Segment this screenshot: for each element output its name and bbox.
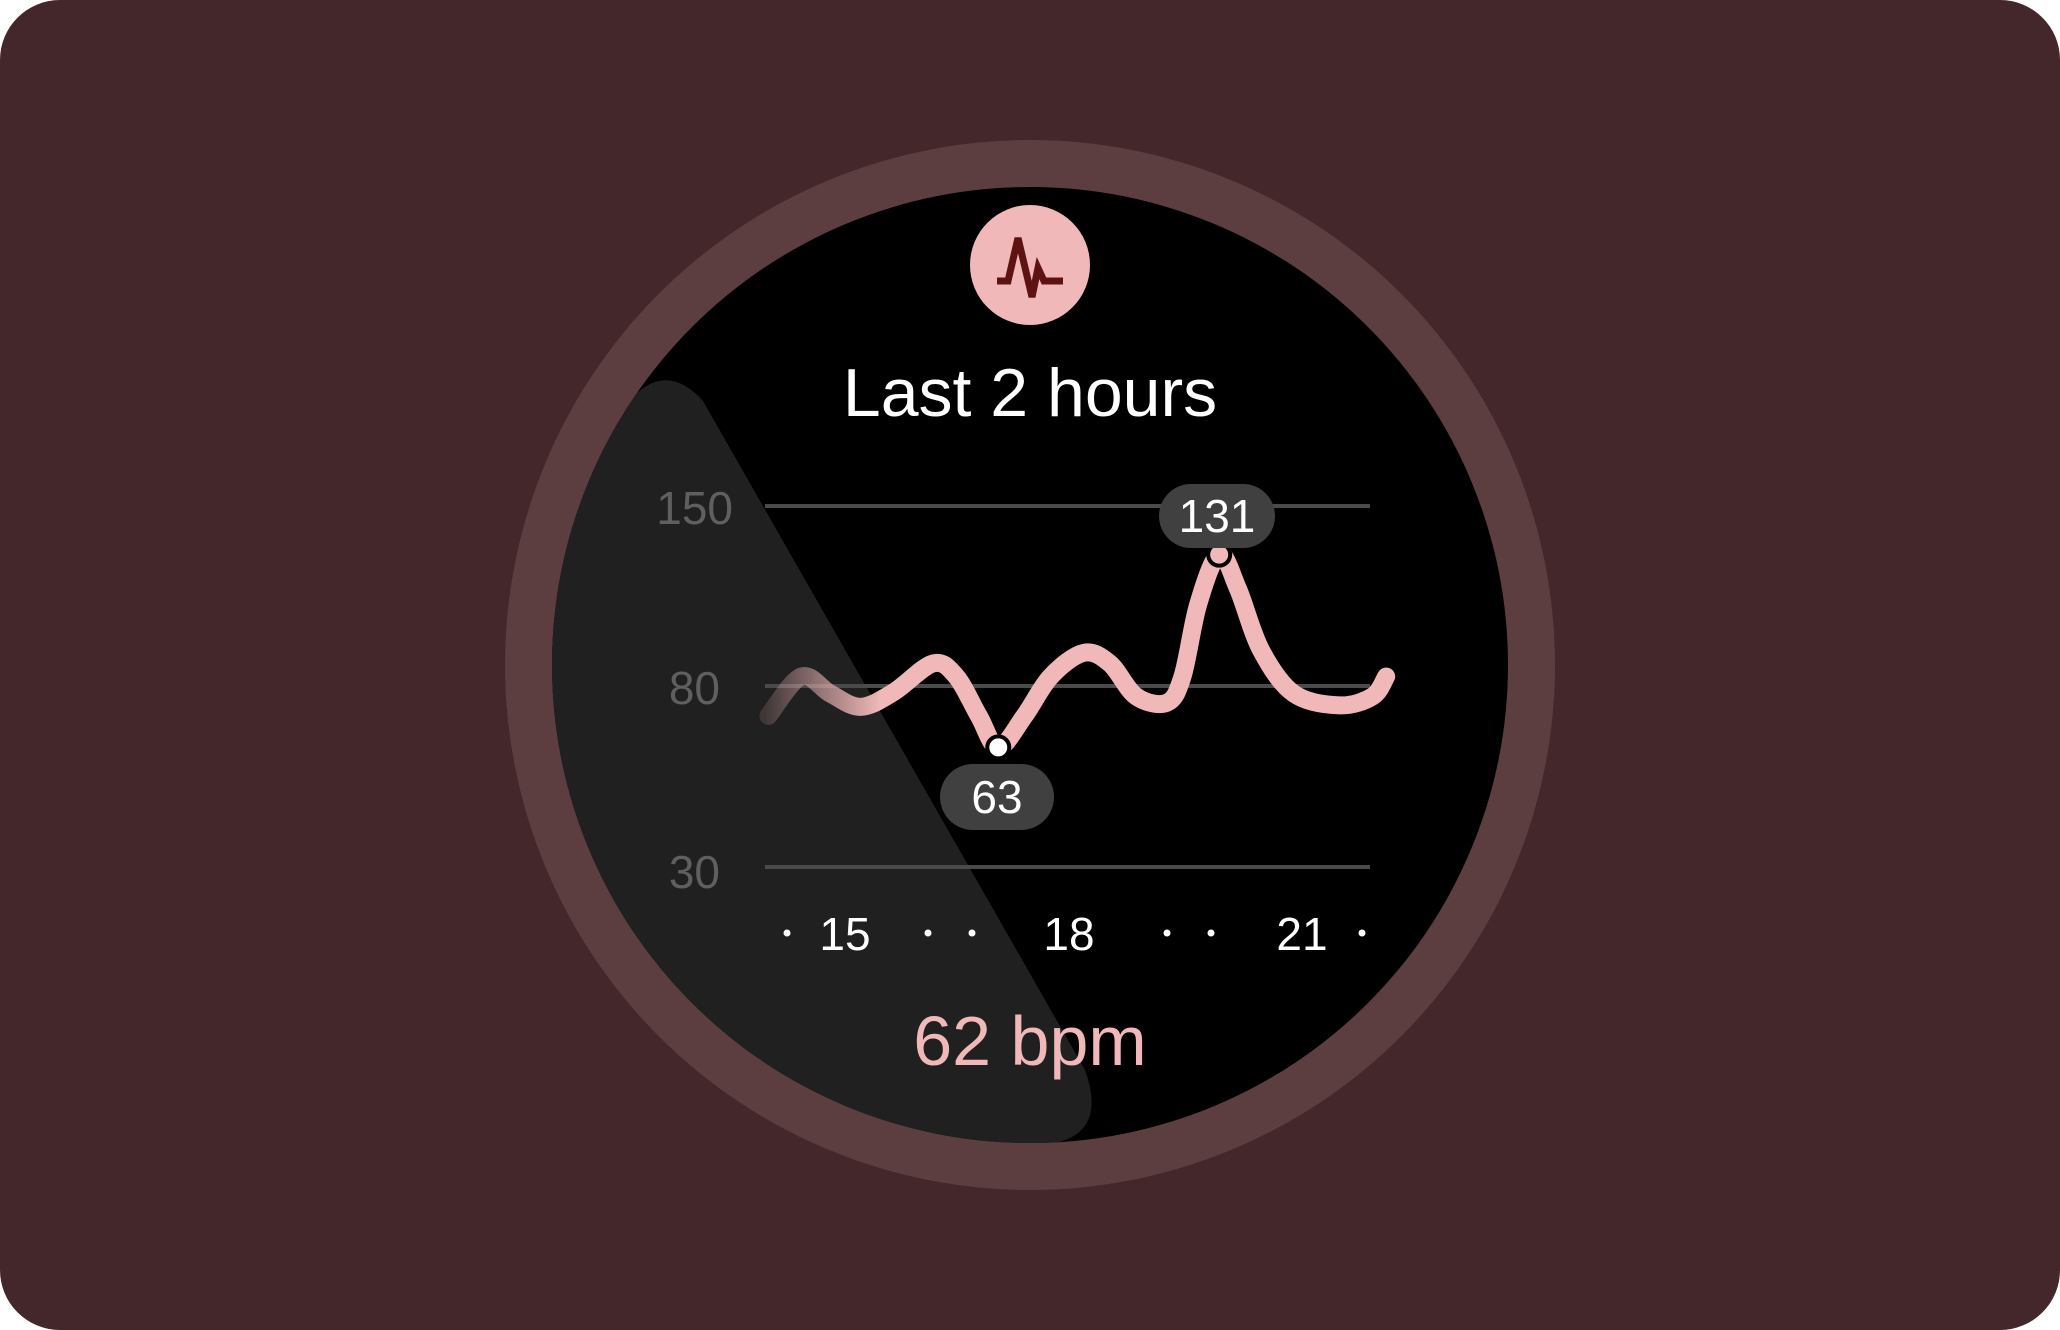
x-minor-tick <box>968 929 976 937</box>
x-minor-tick <box>924 929 932 937</box>
x-minor-tick <box>1163 929 1171 937</box>
y-tick-label: 150 <box>656 482 733 534</box>
x-tick-label: 18 <box>1043 908 1094 960</box>
y-tick-label: 30 <box>669 846 720 898</box>
x-minor-tick <box>783 929 791 937</box>
min-value-label: 63 <box>971 771 1022 823</box>
x-minor-tick <box>1358 929 1366 937</box>
x-tick-label: 15 <box>819 908 870 960</box>
badge-background <box>940 764 1054 830</box>
max-value-badge: 131 <box>1159 484 1275 548</box>
x-minor-tick <box>1207 929 1215 937</box>
y-tick-label: 80 <box>669 662 720 714</box>
badge-background <box>1159 484 1275 548</box>
heart-rate-series-line <box>759 545 1396 757</box>
min-point-marker <box>985 734 1012 761</box>
page-title: Last 2 hours <box>843 355 1217 431</box>
icon-background <box>970 205 1090 325</box>
header-icon-button <box>970 205 1090 325</box>
heart-rate-pulse-icon <box>997 237 1063 298</box>
min-value-badge: 63 <box>940 764 1054 830</box>
x-tick-label: 21 <box>1276 908 1327 960</box>
current-bpm-value: 62 bpm <box>913 1002 1146 1080</box>
chart: 150 80 30 131 63 15 18 21 <box>656 482 1396 960</box>
x-axis: 15 18 21 <box>783 908 1366 960</box>
max-value-label: 131 <box>1179 490 1256 542</box>
